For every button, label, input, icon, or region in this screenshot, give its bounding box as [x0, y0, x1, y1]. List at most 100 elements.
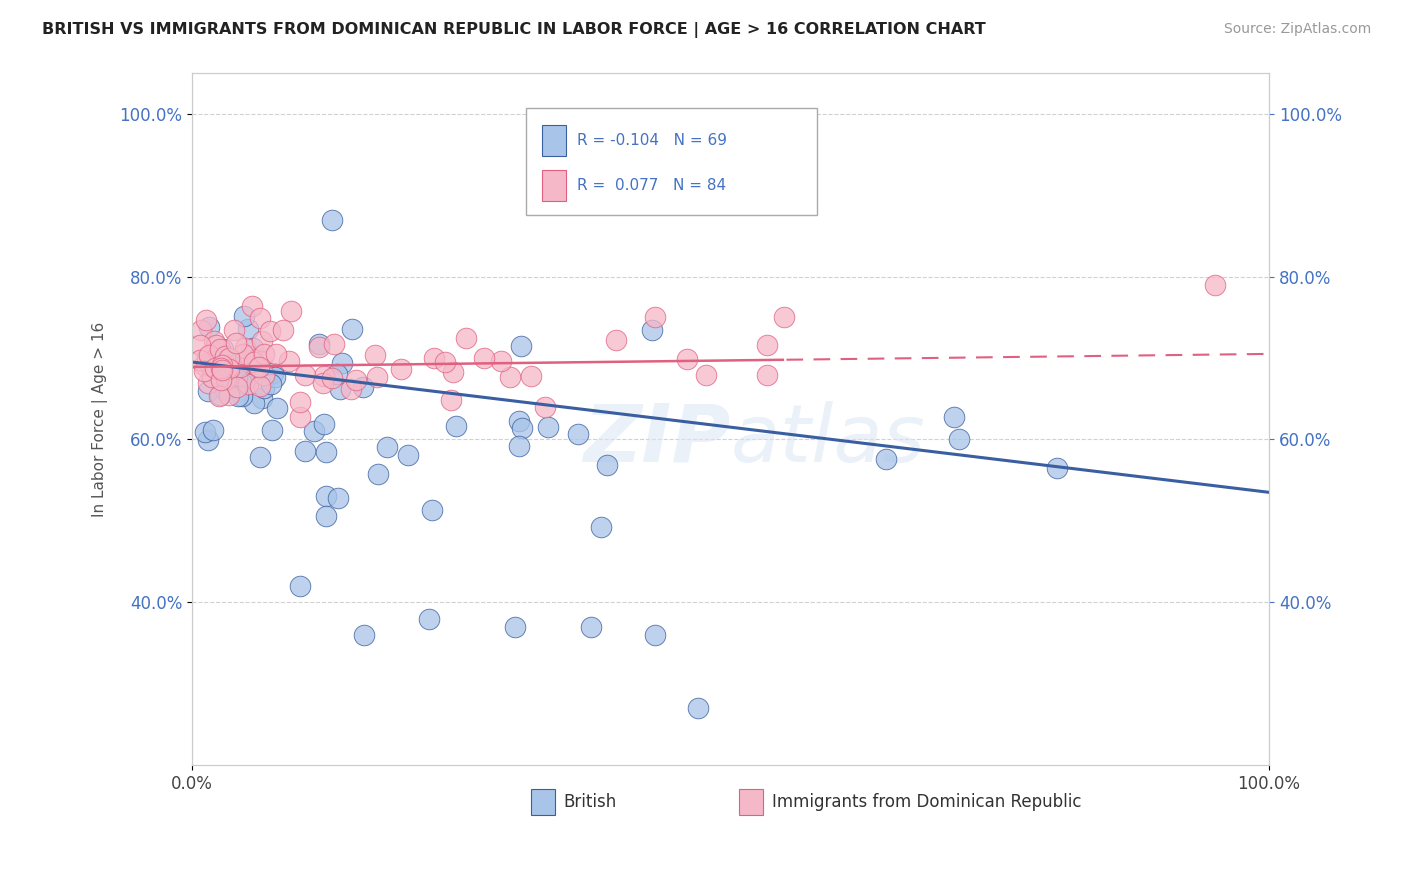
Point: [243, 396, 266, 410]
Point: [353, 628, 375, 642]
Point: [315, 444, 337, 458]
Point: [280, 304, 302, 318]
Point: [1204, 277, 1226, 292]
Point: [204, 360, 226, 375]
Point: [312, 376, 335, 390]
Point: [605, 333, 627, 347]
Point: [264, 347, 287, 361]
Point: [235, 341, 257, 355]
Text: BRITISH VS IMMIGRANTS FROM DOMINICAN REPUBLIC IN LABOR FORCE | AGE > 16 CORRELAT: BRITISH VS IMMIGRANTS FROM DOMINICAN REP…: [42, 22, 986, 38]
Point: [233, 310, 256, 324]
Point: [344, 373, 367, 387]
Point: [198, 358, 221, 372]
Point: [312, 417, 335, 431]
Point: [567, 427, 589, 442]
Point: [202, 356, 225, 370]
Point: [259, 324, 281, 338]
Point: [1046, 460, 1069, 475]
Point: [197, 376, 219, 391]
Point: [238, 349, 260, 363]
Point: [512, 421, 534, 435]
Y-axis label: In Labor Force | Age > 16: In Labor Force | Age > 16: [93, 321, 108, 516]
Point: [217, 359, 239, 374]
Bar: [531, 789, 555, 815]
Point: [537, 420, 560, 434]
Point: [224, 323, 246, 337]
Point: [209, 373, 232, 387]
Point: [943, 409, 966, 424]
Point: [444, 419, 467, 434]
Point: [302, 424, 325, 438]
Point: [330, 355, 353, 369]
Point: [262, 367, 284, 381]
Point: [218, 388, 240, 402]
Point: [250, 391, 273, 405]
Point: [252, 381, 274, 395]
Point: [271, 323, 294, 337]
Point: [225, 335, 247, 350]
Point: [875, 451, 897, 466]
Point: [242, 341, 264, 355]
Point: [322, 336, 344, 351]
Point: [579, 620, 602, 634]
Point: [211, 363, 233, 377]
Point: [197, 384, 219, 398]
Point: [644, 310, 666, 325]
Point: [489, 353, 512, 368]
Point: [948, 433, 970, 447]
Point: [418, 611, 440, 625]
Point: [253, 368, 276, 383]
Point: [188, 353, 211, 368]
Point: [688, 701, 710, 715]
Point: [197, 350, 219, 364]
Point: [644, 628, 666, 642]
Point: [396, 448, 419, 462]
Point: [252, 334, 274, 349]
Point: [308, 336, 330, 351]
Point: [326, 491, 349, 506]
Point: [218, 351, 240, 365]
Point: [246, 352, 269, 367]
Point: [226, 380, 249, 394]
FancyBboxPatch shape: [526, 108, 817, 215]
Point: [308, 340, 330, 354]
Point: [249, 379, 271, 393]
Text: British: British: [564, 793, 617, 811]
Point: [194, 425, 217, 439]
Point: [508, 414, 530, 428]
Point: [422, 351, 444, 366]
Point: [204, 354, 226, 368]
Point: [755, 338, 778, 352]
Point: [229, 376, 252, 390]
Point: [294, 368, 316, 383]
Point: [315, 508, 337, 523]
Point: [503, 620, 526, 634]
Point: [202, 334, 225, 349]
Point: [194, 312, 217, 326]
Point: [197, 320, 219, 334]
Point: [375, 440, 398, 454]
Point: [756, 368, 779, 382]
Point: [454, 331, 477, 345]
Point: [263, 370, 285, 384]
Point: [340, 383, 363, 397]
Point: [294, 444, 316, 458]
Point: [209, 361, 232, 376]
Point: [342, 321, 364, 335]
Point: [208, 342, 231, 356]
Point: [193, 358, 215, 372]
Point: [231, 388, 253, 402]
Point: [472, 351, 495, 365]
Bar: [543, 170, 565, 202]
Point: [247, 359, 270, 374]
Point: [249, 450, 271, 464]
Point: [211, 358, 233, 372]
Point: [214, 349, 236, 363]
Point: [640, 322, 662, 336]
Point: [591, 520, 613, 534]
Point: [314, 368, 336, 383]
Point: [198, 349, 221, 363]
Point: [197, 433, 219, 447]
Point: [315, 489, 337, 503]
Point: [201, 423, 224, 437]
